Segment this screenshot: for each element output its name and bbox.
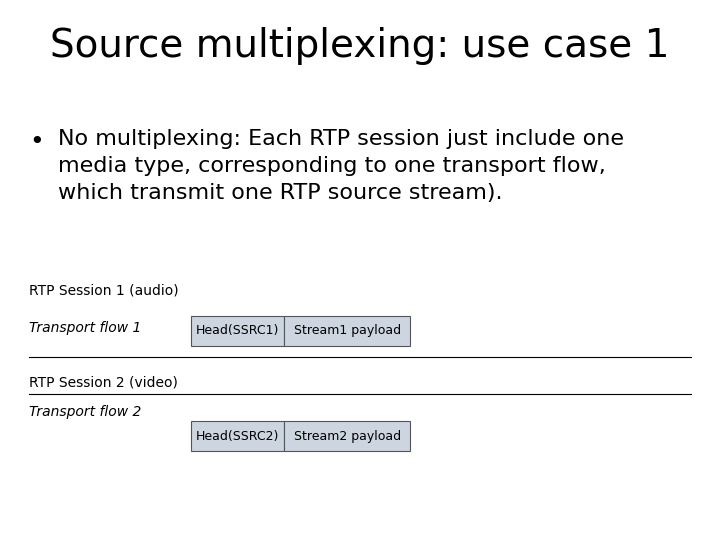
FancyBboxPatch shape	[284, 421, 410, 451]
Text: Transport flow 2: Transport flow 2	[29, 405, 141, 419]
Text: •: •	[29, 130, 43, 153]
FancyBboxPatch shape	[191, 421, 284, 451]
Text: RTP Session 2 (video): RTP Session 2 (video)	[29, 375, 178, 389]
Text: RTP Session 1 (audio): RTP Session 1 (audio)	[29, 284, 179, 298]
Text: Head(SSRC2): Head(SSRC2)	[196, 429, 279, 443]
Text: Head(SSRC1): Head(SSRC1)	[196, 324, 279, 338]
Text: Stream2 payload: Stream2 payload	[294, 429, 401, 443]
Text: Source multiplexing: use case 1: Source multiplexing: use case 1	[50, 27, 670, 65]
FancyBboxPatch shape	[191, 316, 284, 346]
Text: Transport flow 1: Transport flow 1	[29, 321, 141, 335]
Text: Stream1 payload: Stream1 payload	[294, 324, 401, 338]
Text: No multiplexing: Each RTP session just include one
media type, corresponding to : No multiplexing: Each RTP session just i…	[58, 129, 624, 203]
FancyBboxPatch shape	[284, 316, 410, 346]
